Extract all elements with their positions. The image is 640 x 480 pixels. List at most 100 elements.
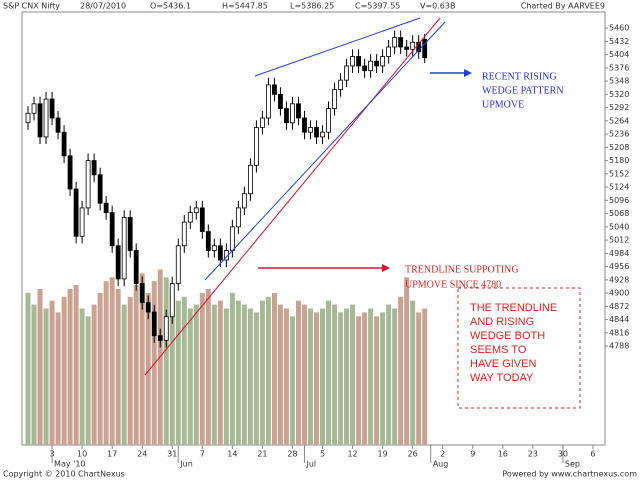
volume-bar [271, 292, 277, 445]
wedge-note: WEDGE PATTERN [482, 85, 564, 96]
y-tick-label: 5152 [609, 169, 629, 178]
quote-close: C=5397.55 [355, 2, 400, 11]
candle-body [266, 84, 271, 119]
y-tick-label: 4900 [609, 289, 629, 298]
volume-bar [320, 308, 326, 445]
candle-body [85, 160, 91, 209]
blue-arrow-head [464, 69, 472, 77]
candle-body [302, 117, 307, 133]
candle-body [368, 60, 373, 72]
volume-bar [253, 312, 259, 445]
box-note: SEEMS TO [470, 344, 527, 356]
y-tick-label: 5236 [609, 130, 629, 139]
candle-body [362, 65, 367, 72]
candle-body [145, 302, 151, 313]
volume-bar [362, 312, 368, 445]
y-tick-label: 5320 [609, 90, 629, 99]
volume-bar [217, 300, 223, 445]
x-tick-label: 6 [590, 450, 595, 459]
candle-body [422, 38, 428, 59]
credit: Charted By AARVEE9 [521, 2, 605, 11]
volume-bar [49, 300, 55, 445]
x-tick-label: 7 [200, 450, 205, 459]
volume-bar [115, 289, 121, 445]
y-tick-label: 4984 [609, 249, 629, 258]
volume-bar [121, 304, 127, 445]
volume-bar [380, 312, 386, 445]
candle-body [404, 46, 410, 50]
candle-body [109, 212, 115, 247]
volume-bar [259, 300, 265, 445]
volume-bar [350, 304, 356, 445]
box-note: THE TRENDLINE [470, 302, 557, 314]
candle-body [278, 93, 283, 109]
candle-body [61, 131, 67, 157]
volume-bar [277, 304, 283, 445]
volume-bar [133, 285, 139, 445]
volume-bar [229, 292, 235, 445]
volume-bar [223, 308, 229, 445]
candle-body [175, 245, 181, 285]
volume-bar [127, 296, 133, 445]
volume-bar [55, 312, 61, 445]
volume-bar [344, 308, 350, 445]
candle-body [296, 103, 301, 119]
volume-bar [338, 312, 344, 445]
candle-body [73, 188, 79, 237]
box-note: WAY TODAY [470, 372, 534, 384]
candle-body [326, 108, 331, 133]
candle-body [211, 245, 217, 251]
candle-body [254, 127, 259, 166]
candle-body [416, 41, 422, 53]
volume-bar [374, 316, 380, 445]
volume-bar [85, 316, 91, 445]
candle-body [55, 117, 61, 133]
volume-bar [91, 304, 97, 445]
candle-body [217, 245, 223, 261]
volume-bar [410, 300, 416, 445]
y-tick-label: 5096 [609, 196, 629, 205]
red-arrow-head [382, 264, 390, 272]
wedge-note: RECENT RISING [482, 71, 557, 82]
candle-body [31, 103, 37, 114]
x-tick-label: 2 [440, 450, 445, 459]
volume-bar [67, 289, 73, 445]
candle-body [410, 41, 416, 50]
date: 28/07/2010 [80, 2, 126, 11]
candle-body [79, 207, 85, 237]
x-tick-label: 28 [287, 450, 297, 459]
candle-body [139, 283, 145, 303]
box-note: AND RISING [470, 316, 534, 328]
volume-bar [295, 300, 301, 445]
candle-body [151, 311, 157, 337]
box-note: HAVE GIVEN [470, 358, 536, 370]
y-tick-label: 4928 [609, 275, 629, 284]
volume-bar [145, 292, 151, 445]
candle-body [115, 245, 121, 280]
volume-bar [241, 304, 247, 445]
y-tick-label: 5208 [609, 143, 629, 152]
y-tick-label: 4956 [609, 262, 629, 271]
candle-body [308, 127, 313, 133]
candle-body [43, 98, 49, 138]
candle-body [380, 56, 386, 67]
wedge-upper-line [254, 17, 421, 77]
candle-body [133, 250, 139, 285]
volume-bar [392, 308, 398, 445]
volume-bar [211, 304, 217, 445]
candle-body [241, 193, 247, 209]
volume-bar [73, 285, 79, 445]
volume-bar [356, 316, 362, 445]
candle-body [398, 37, 404, 48]
candle-body [290, 103, 295, 124]
candle-body [260, 117, 265, 128]
month-label: Jun [179, 460, 193, 469]
y-tick-label: 5460 [609, 24, 629, 33]
y-tick-label: 4844 [609, 315, 629, 324]
x-tick-label: 24 [137, 450, 147, 459]
y-tick-label: 5264 [609, 116, 629, 125]
volume-bar [37, 289, 43, 445]
volume-bar [368, 308, 374, 445]
volume-bar [289, 316, 295, 445]
quote-low: L=5386.25 [290, 2, 334, 11]
